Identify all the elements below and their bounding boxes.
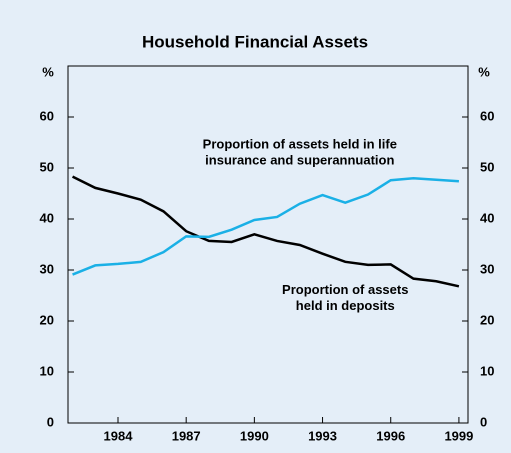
y2-tick-label: 0	[480, 414, 487, 429]
line-series	[71, 175, 460, 288]
x-tick-label: 1990	[240, 428, 269, 443]
x-tick-label: 1996	[376, 428, 405, 443]
line-series	[72, 176, 459, 276]
y-tick-label: 60	[40, 108, 54, 123]
plot-frame	[67, 65, 469, 424]
annotation: held in deposits	[296, 298, 395, 313]
y2-unit: %	[478, 64, 490, 79]
chart-title: Household Financial Assets	[142, 32, 368, 51]
y2-tick-label: 60	[480, 108, 494, 123]
y2-tick-label: 50	[480, 159, 494, 174]
x-tick-label: 1984	[104, 428, 134, 443]
y2-tick-label: 10	[480, 363, 494, 378]
x-tick-label: 1993	[308, 428, 337, 443]
annotation: Proportion of assets held in life	[203, 136, 397, 151]
annotation: insurance and superannuation	[205, 152, 394, 167]
y-unit: %	[42, 64, 54, 79]
annotation: Proportion of assets	[282, 282, 408, 297]
y-tick-label: 30	[40, 261, 54, 276]
y-tick-label: 40	[40, 210, 54, 225]
y-tick-label: 0	[47, 414, 54, 429]
y-tick-label: 20	[40, 312, 54, 327]
y-tick-label: 50	[40, 159, 54, 174]
y2-tick-label: 30	[480, 261, 494, 276]
x-tick-label: 1999	[444, 428, 473, 443]
x-tick-label: 1987	[172, 428, 201, 443]
y2-tick-label: 40	[480, 210, 494, 225]
y2-tick-label: 20	[480, 312, 494, 327]
y-tick-label: 10	[40, 363, 54, 378]
